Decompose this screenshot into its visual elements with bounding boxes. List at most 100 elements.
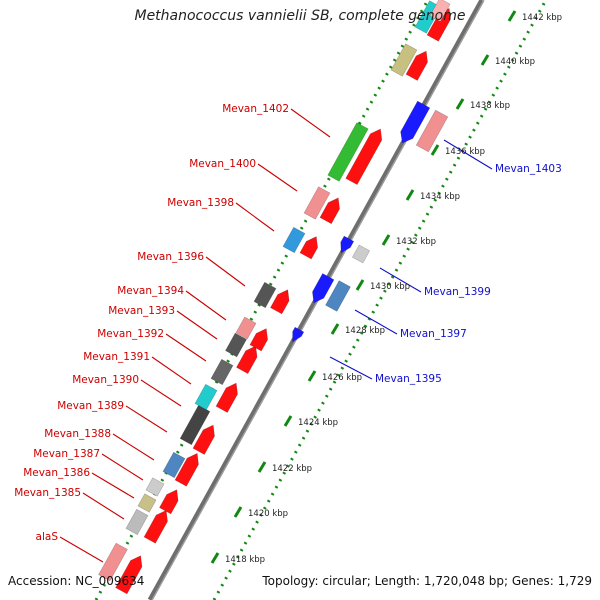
leader-line-left <box>140 379 182 407</box>
kbp-tick-mark <box>381 234 391 246</box>
left-gene-labels: Mevan_1402 Mevan_1400 Mevan_1398 Mevan_1396… <box>14 103 289 543</box>
kbp-tick-mark <box>455 98 465 110</box>
topology-summary: Topology: circular; Length: 1,720,048 bp… <box>262 574 592 588</box>
gene-box <box>179 404 211 446</box>
forward-gene-arrow <box>319 197 340 225</box>
forward-gene-arrow <box>215 382 238 413</box>
leader-line-left <box>151 356 192 385</box>
gene-box <box>145 477 165 497</box>
leader-line-right <box>354 309 398 335</box>
reverse-gene-arrow <box>340 235 355 254</box>
kbp-tick-mark <box>233 506 243 518</box>
gene-label-left: Mevan_1386 <box>23 467 90 479</box>
gene-box <box>98 542 128 582</box>
gene-box <box>351 244 371 264</box>
gene-box <box>390 43 418 77</box>
kbp-tick-mark <box>507 10 517 22</box>
leader-line-left <box>91 472 135 499</box>
forward-gene-arrow <box>405 50 428 81</box>
gene-box <box>194 383 218 411</box>
leader-line-left <box>235 202 275 232</box>
gene-box <box>303 186 331 220</box>
gene-label-left: Mevan_1400 <box>189 158 256 170</box>
right-gene-labels: Mevan_1403 Mevan_1399 Mevan_1397 Mevan_1395 <box>375 163 562 385</box>
reverse-gene-arrow <box>292 326 305 343</box>
kbp-tick-label: 1436 kbp <box>445 147 485 157</box>
gene-label-right: Mevan_1395 <box>375 373 442 385</box>
kbp-tick-mark <box>430 144 440 156</box>
forward-gene-arrow <box>143 509 168 544</box>
gene-label-right: Mevan_1397 <box>400 328 467 340</box>
kbp-tick-mark <box>257 461 267 473</box>
label-leader-lines <box>59 108 493 563</box>
forward-gene-arrow <box>174 452 199 487</box>
leader-line-left <box>205 256 246 287</box>
leader-line-left <box>165 333 207 362</box>
leader-line-right <box>443 139 493 170</box>
kbp-tick-label: 1418 kbp <box>225 555 265 565</box>
gene-label-left: Mevan_1402 <box>222 103 289 115</box>
kbp-tick-label: 1432 kbp <box>396 237 436 247</box>
kbp-tick-mark <box>355 279 365 291</box>
gene-label-left: Mevan_1389 <box>57 400 124 412</box>
kbp-tick-mark <box>283 415 293 427</box>
kbp-tick-mark <box>480 54 490 66</box>
kbp-tick-mark <box>405 189 415 201</box>
forward-gene-arrow <box>236 345 258 375</box>
gene-label-left: Mevan_1388 <box>44 428 111 440</box>
gene-features <box>98 0 451 595</box>
gene-label-left: Mevan_1387 <box>33 448 100 460</box>
accession-text: Accession: NC_009634 <box>8 574 145 588</box>
kbp-tick-label: 1442 kbp <box>522 13 562 23</box>
kbp-tick-mark <box>307 370 317 382</box>
gene-box <box>235 316 257 340</box>
forward-gene-arrow <box>299 236 318 260</box>
gene-box <box>162 451 186 479</box>
map-title: Methanococcus vannielii SB, complete gen… <box>134 8 466 24</box>
gene-label-left: Mevan_1385 <box>14 487 81 499</box>
leader-line-left <box>290 108 331 138</box>
leader-line-left <box>125 405 168 433</box>
gene-box <box>210 358 234 386</box>
forward-gene-arrow <box>270 289 290 315</box>
kbp-tick-label: 1438 kbp <box>470 101 510 111</box>
leader-line-left <box>101 453 144 481</box>
leader-line-left <box>185 290 227 321</box>
forward-gene-arrow <box>192 424 215 455</box>
gene-box <box>429 0 451 23</box>
gene-box <box>327 122 369 182</box>
forward-gene-arrow <box>345 128 383 186</box>
gene-label-left: Mevan_1393 <box>108 305 175 317</box>
gene-label-right: Mevan_1403 <box>495 163 562 175</box>
kbp-tick-label: 1434 kbp <box>420 192 460 202</box>
gene-box <box>225 332 247 358</box>
kbp-tick-labels: 1418 kbp 1420 kbp 1422 kbp 1424 kbp 1426 kbp… <box>210 10 562 565</box>
kbp-tick-label: 1420 kbp <box>248 509 288 519</box>
kbp-tick-mark <box>330 323 340 335</box>
kbp-tick-label: 1440 kbp <box>495 57 535 67</box>
leader-line-right <box>329 356 373 380</box>
gene-label-left: alaS <box>36 531 59 543</box>
kbp-tick-label: 1428 kbp <box>345 326 385 336</box>
kbp-tick-mark <box>210 552 220 564</box>
reverse-gene-arrow <box>400 100 431 144</box>
reverse-gene-arrow <box>312 273 335 304</box>
gene-label-right: Mevan_1399 <box>424 286 491 298</box>
gene-label-left: Mevan_1390 <box>72 374 139 386</box>
gene-label-left: Mevan_1396 <box>137 251 204 263</box>
kbp-tick-label: 1424 kbp <box>298 418 338 428</box>
gene-box <box>137 493 157 513</box>
gene-box <box>325 280 351 312</box>
gene-label-left: Mevan_1391 <box>83 351 150 363</box>
gene-box <box>415 109 449 153</box>
kbp-tick-label: 1426 kbp <box>322 373 362 383</box>
leader-line-left <box>176 310 218 340</box>
gene-label-left: Mevan_1398 <box>167 197 234 209</box>
gene-label-left: Mevan_1394 <box>117 285 184 297</box>
gene-box <box>282 226 306 254</box>
kbp-tick-label: 1422 kbp <box>272 464 312 474</box>
leader-line-left <box>82 492 125 520</box>
leader-line-left <box>112 433 155 461</box>
gene-box <box>253 281 277 309</box>
leader-line-right <box>379 267 422 293</box>
